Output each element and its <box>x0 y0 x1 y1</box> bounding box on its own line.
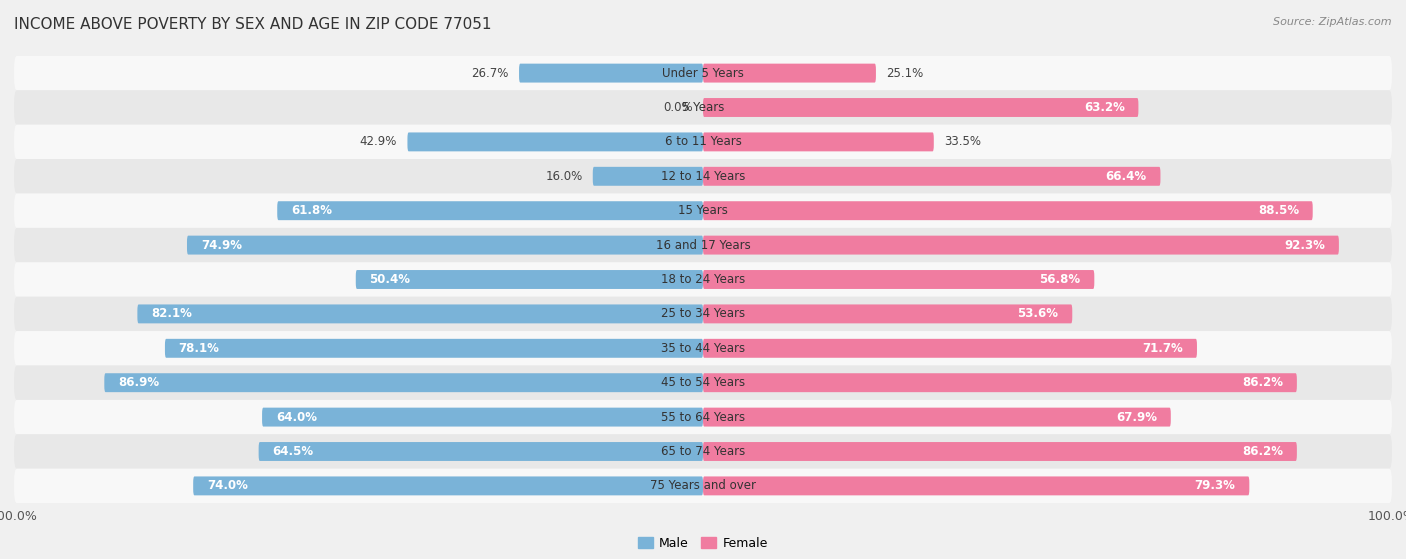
FancyBboxPatch shape <box>703 132 934 151</box>
FancyBboxPatch shape <box>14 262 1392 297</box>
FancyBboxPatch shape <box>703 408 1171 427</box>
FancyBboxPatch shape <box>262 408 703 427</box>
Text: 64.5%: 64.5% <box>273 445 314 458</box>
Text: 53.6%: 53.6% <box>1018 307 1059 320</box>
Text: 16.0%: 16.0% <box>546 170 582 183</box>
FancyBboxPatch shape <box>165 339 703 358</box>
Text: 26.7%: 26.7% <box>471 67 509 79</box>
FancyBboxPatch shape <box>187 236 703 254</box>
Text: 16 and 17 Years: 16 and 17 Years <box>655 239 751 252</box>
Text: 86.2%: 86.2% <box>1241 376 1284 389</box>
FancyBboxPatch shape <box>14 366 1392 400</box>
FancyBboxPatch shape <box>14 193 1392 228</box>
FancyBboxPatch shape <box>14 434 1392 468</box>
FancyBboxPatch shape <box>14 56 1392 91</box>
FancyBboxPatch shape <box>703 373 1296 392</box>
FancyBboxPatch shape <box>14 91 1392 125</box>
FancyBboxPatch shape <box>703 64 876 83</box>
Text: Under 5 Years: Under 5 Years <box>662 67 744 79</box>
FancyBboxPatch shape <box>703 476 1250 495</box>
Text: 65 to 74 Years: 65 to 74 Years <box>661 445 745 458</box>
FancyBboxPatch shape <box>703 305 1073 323</box>
FancyBboxPatch shape <box>14 297 1392 331</box>
FancyBboxPatch shape <box>703 442 1296 461</box>
Text: INCOME ABOVE POVERTY BY SEX AND AGE IN ZIP CODE 77051: INCOME ABOVE POVERTY BY SEX AND AGE IN Z… <box>14 17 492 32</box>
FancyBboxPatch shape <box>703 339 1197 358</box>
Text: 66.4%: 66.4% <box>1105 170 1147 183</box>
FancyBboxPatch shape <box>193 476 703 495</box>
Text: 64.0%: 64.0% <box>276 411 316 424</box>
Text: 79.3%: 79.3% <box>1195 480 1236 492</box>
Text: 6 to 11 Years: 6 to 11 Years <box>665 135 741 148</box>
FancyBboxPatch shape <box>14 125 1392 159</box>
Legend: Male, Female: Male, Female <box>633 532 773 555</box>
Text: 75 Years and over: 75 Years and over <box>650 480 756 492</box>
Text: 25.1%: 25.1% <box>886 67 924 79</box>
Text: 82.1%: 82.1% <box>152 307 193 320</box>
Text: 35 to 44 Years: 35 to 44 Years <box>661 342 745 355</box>
Text: 12 to 14 Years: 12 to 14 Years <box>661 170 745 183</box>
Text: 18 to 24 Years: 18 to 24 Years <box>661 273 745 286</box>
Text: 55 to 64 Years: 55 to 64 Years <box>661 411 745 424</box>
FancyBboxPatch shape <box>593 167 703 186</box>
FancyBboxPatch shape <box>703 201 1313 220</box>
FancyBboxPatch shape <box>408 132 703 151</box>
Text: 15 Years: 15 Years <box>678 204 728 217</box>
FancyBboxPatch shape <box>356 270 703 289</box>
FancyBboxPatch shape <box>138 305 703 323</box>
Text: 33.5%: 33.5% <box>945 135 981 148</box>
FancyBboxPatch shape <box>519 64 703 83</box>
Text: 0.0%: 0.0% <box>664 101 693 114</box>
Text: 78.1%: 78.1% <box>179 342 219 355</box>
Text: 67.9%: 67.9% <box>1116 411 1157 424</box>
FancyBboxPatch shape <box>277 201 703 220</box>
Text: 45 to 54 Years: 45 to 54 Years <box>661 376 745 389</box>
Text: 25 to 34 Years: 25 to 34 Years <box>661 307 745 320</box>
FancyBboxPatch shape <box>14 400 1392 434</box>
Text: 92.3%: 92.3% <box>1284 239 1324 252</box>
Text: 5 Years: 5 Years <box>682 101 724 114</box>
FancyBboxPatch shape <box>703 167 1160 186</box>
Text: 42.9%: 42.9% <box>360 135 396 148</box>
FancyBboxPatch shape <box>703 98 1139 117</box>
Text: 86.2%: 86.2% <box>1241 445 1284 458</box>
FancyBboxPatch shape <box>14 468 1392 503</box>
FancyBboxPatch shape <box>14 331 1392 366</box>
Text: 63.2%: 63.2% <box>1084 101 1125 114</box>
Text: 71.7%: 71.7% <box>1143 342 1184 355</box>
FancyBboxPatch shape <box>14 159 1392 193</box>
Text: 56.8%: 56.8% <box>1039 273 1081 286</box>
Text: 86.9%: 86.9% <box>118 376 159 389</box>
FancyBboxPatch shape <box>259 442 703 461</box>
Text: 74.0%: 74.0% <box>207 480 247 492</box>
Text: 88.5%: 88.5% <box>1258 204 1299 217</box>
Text: 50.4%: 50.4% <box>370 273 411 286</box>
FancyBboxPatch shape <box>703 236 1339 254</box>
FancyBboxPatch shape <box>14 228 1392 262</box>
Text: 61.8%: 61.8% <box>291 204 332 217</box>
Text: Source: ZipAtlas.com: Source: ZipAtlas.com <box>1274 17 1392 27</box>
FancyBboxPatch shape <box>104 373 703 392</box>
FancyBboxPatch shape <box>703 270 1094 289</box>
Text: 74.9%: 74.9% <box>201 239 242 252</box>
